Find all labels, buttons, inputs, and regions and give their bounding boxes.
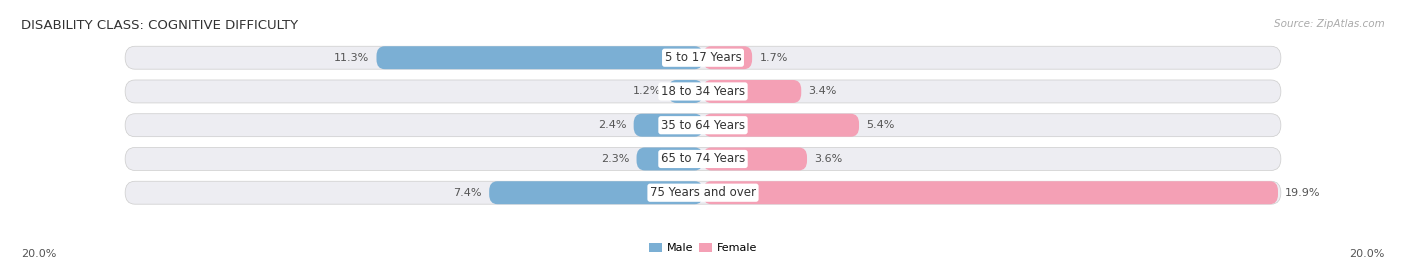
Text: 3.6%: 3.6% [814,154,842,164]
Text: 3.4%: 3.4% [808,86,837,96]
FancyBboxPatch shape [703,181,1278,204]
Legend: Male, Female: Male, Female [644,238,762,257]
FancyBboxPatch shape [703,80,801,103]
Text: 1.2%: 1.2% [633,86,661,96]
Text: 65 to 74 Years: 65 to 74 Years [661,153,745,166]
Text: 2.3%: 2.3% [600,154,630,164]
FancyBboxPatch shape [125,114,1281,137]
Text: 11.3%: 11.3% [335,53,370,63]
Text: 75 Years and over: 75 Years and over [650,186,756,199]
FancyBboxPatch shape [377,46,703,69]
Text: 20.0%: 20.0% [21,249,56,259]
FancyBboxPatch shape [703,114,859,137]
Text: 5 to 17 Years: 5 to 17 Years [665,51,741,64]
Text: 20.0%: 20.0% [1350,249,1385,259]
FancyBboxPatch shape [703,147,807,170]
Text: 1.7%: 1.7% [759,53,787,63]
FancyBboxPatch shape [703,46,752,69]
FancyBboxPatch shape [125,46,1281,69]
Text: 18 to 34 Years: 18 to 34 Years [661,85,745,98]
FancyBboxPatch shape [125,181,1281,204]
FancyBboxPatch shape [125,80,1281,103]
Text: 2.4%: 2.4% [598,120,627,130]
Text: 35 to 64 Years: 35 to 64 Years [661,119,745,132]
FancyBboxPatch shape [637,147,703,170]
Text: 7.4%: 7.4% [454,188,482,198]
FancyBboxPatch shape [489,181,703,204]
Text: 5.4%: 5.4% [866,120,894,130]
FancyBboxPatch shape [668,80,703,103]
Text: DISABILITY CLASS: COGNITIVE DIFFICULTY: DISABILITY CLASS: COGNITIVE DIFFICULTY [21,19,298,32]
FancyBboxPatch shape [125,147,1281,170]
Text: 19.9%: 19.9% [1285,188,1320,198]
FancyBboxPatch shape [634,114,703,137]
Text: Source: ZipAtlas.com: Source: ZipAtlas.com [1274,19,1385,29]
